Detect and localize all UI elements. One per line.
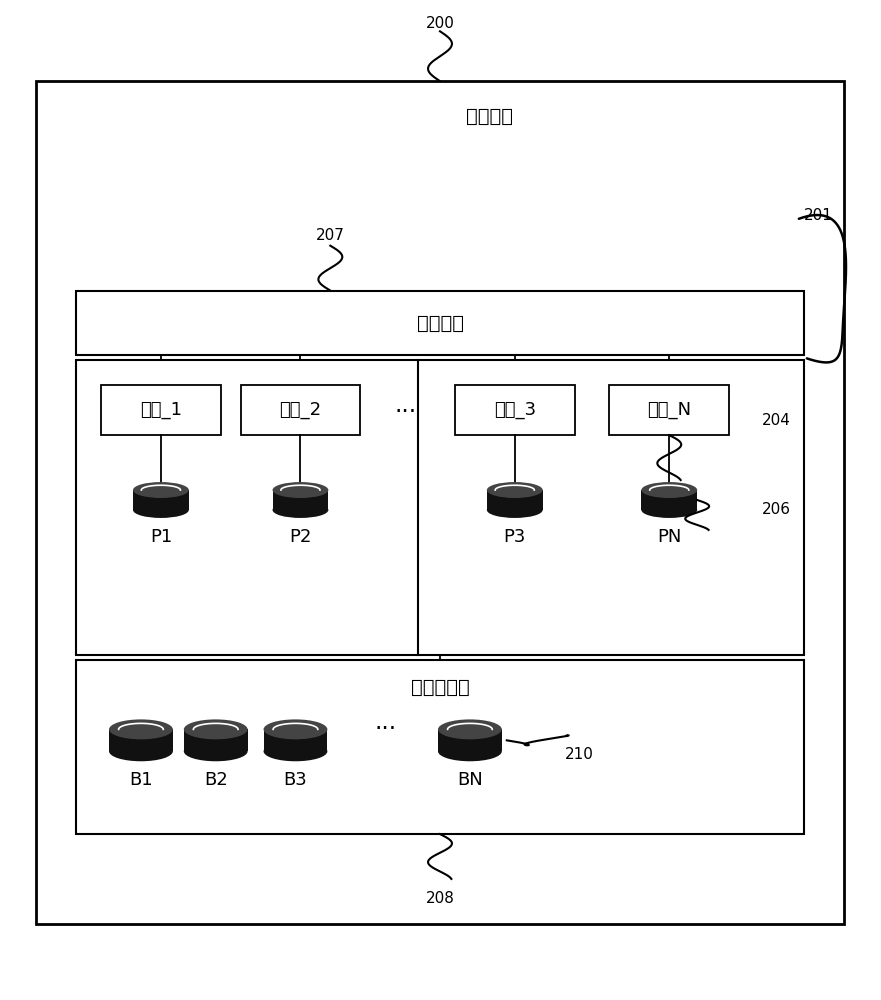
Ellipse shape [438, 719, 502, 739]
Ellipse shape [133, 482, 189, 498]
Polygon shape [263, 729, 328, 751]
Text: 207: 207 [316, 228, 344, 243]
Bar [455, 385, 574, 435]
Polygon shape [109, 729, 173, 751]
Text: B3: B3 [284, 771, 307, 789]
Text: 网络接口: 网络接口 [417, 313, 463, 332]
Text: 共享存储器: 共享存储器 [411, 678, 470, 697]
Bar [76, 360, 803, 655]
Text: B2: B2 [204, 771, 227, 789]
Text: P3: P3 [504, 528, 526, 546]
Ellipse shape [438, 741, 502, 761]
Ellipse shape [487, 482, 543, 498]
Ellipse shape [641, 482, 697, 498]
Text: 208: 208 [426, 891, 455, 906]
Bar [76, 660, 803, 834]
Text: BN: BN [457, 771, 483, 789]
Polygon shape [641, 490, 697, 510]
Bar [610, 385, 729, 435]
Ellipse shape [641, 502, 697, 518]
Text: 节点_3: 节点_3 [493, 401, 536, 419]
Text: P1: P1 [150, 528, 172, 546]
Ellipse shape [109, 719, 173, 739]
Ellipse shape [272, 482, 329, 498]
Ellipse shape [263, 741, 328, 761]
Bar [36, 81, 844, 924]
Bar [241, 385, 360, 435]
Text: ···: ··· [374, 717, 396, 741]
Text: ···: ··· [394, 400, 416, 424]
Polygon shape [487, 490, 543, 510]
Polygon shape [438, 729, 502, 751]
Ellipse shape [272, 502, 329, 518]
Polygon shape [272, 490, 329, 510]
Text: 206: 206 [762, 502, 791, 517]
Bar [76, 291, 803, 355]
Ellipse shape [263, 719, 328, 739]
Polygon shape [184, 729, 248, 751]
Bar [101, 385, 221, 435]
Ellipse shape [184, 741, 248, 761]
Ellipse shape [133, 502, 189, 518]
Text: 200: 200 [426, 16, 455, 31]
Text: 210: 210 [565, 747, 594, 762]
Ellipse shape [487, 502, 543, 518]
Ellipse shape [184, 719, 248, 739]
Text: P2: P2 [289, 528, 312, 546]
Polygon shape [133, 490, 189, 510]
Text: 节点_N: 节点_N [648, 401, 692, 419]
Text: 201: 201 [804, 208, 833, 223]
Text: 存储系统: 存储系统 [466, 107, 514, 126]
Text: B1: B1 [130, 771, 152, 789]
Text: 节点_1: 节点_1 [140, 401, 181, 419]
Text: PN: PN [657, 528, 682, 546]
Ellipse shape [109, 741, 173, 761]
Text: 节点_2: 节点_2 [279, 401, 322, 419]
Text: 204: 204 [762, 413, 791, 428]
